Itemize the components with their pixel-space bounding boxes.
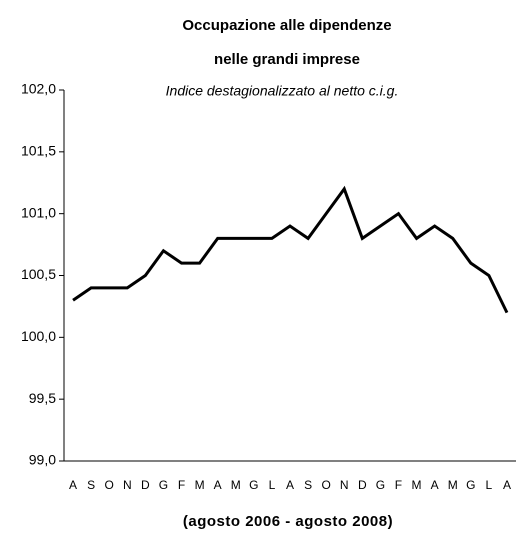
x-tick-label: G	[159, 478, 168, 492]
x-tick-label: G	[466, 478, 475, 492]
x-tick-label: A	[431, 478, 439, 492]
x-axis-label: (agosto 2006 - agosto 2008)	[183, 513, 393, 530]
x-tick-label: M	[195, 478, 205, 492]
x-tick-label: S	[304, 478, 312, 492]
y-tick-label: 100,0	[21, 328, 56, 344]
y-tick-label: 101,5	[21, 143, 56, 159]
y-tick-label: 102,0	[21, 81, 56, 97]
x-tick-label: M	[448, 478, 458, 492]
x-tick-label: F	[395, 478, 402, 492]
x-tick-label: N	[123, 478, 132, 492]
y-tick-label: 99,0	[29, 452, 56, 468]
x-tick-label: O	[321, 478, 330, 492]
x-tick-label: M	[412, 478, 422, 492]
chart-title: nelle grandi imprese	[214, 51, 360, 68]
y-tick-label: 100,5	[21, 266, 56, 282]
x-tick-label: G	[249, 478, 258, 492]
x-tick-label: A	[503, 478, 511, 492]
x-tick-label: D	[358, 478, 367, 492]
x-tick-label: O	[105, 478, 114, 492]
chart-subtitle: Indice destagionalizzato al netto c.i.g.	[166, 83, 399, 99]
x-tick-label: D	[141, 478, 150, 492]
x-tick-label: A	[214, 478, 222, 492]
x-tick-label: F	[178, 478, 185, 492]
x-tick-label: M	[231, 478, 241, 492]
chart-title: Occupazione alle dipendenze	[182, 17, 391, 34]
x-tick-label: A	[286, 478, 294, 492]
line	[72, 185, 509, 314]
x-tick-label: S	[87, 478, 95, 492]
y-tick-label: 99,5	[29, 390, 56, 406]
x-tick-label: A	[69, 478, 77, 492]
x-tick-label: L	[269, 478, 276, 492]
y-tick-label: 101,0	[21, 204, 56, 220]
x-tick-label: L	[486, 478, 493, 492]
x-tick-label: N	[340, 478, 349, 492]
x-tick-label: G	[376, 478, 385, 492]
